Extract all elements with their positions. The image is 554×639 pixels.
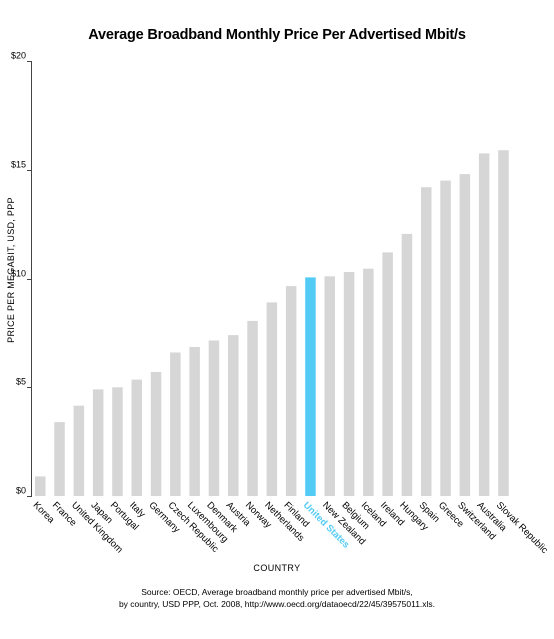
bar-slovak-republic	[498, 150, 509, 496]
bar-czech-republic	[170, 352, 181, 496]
bar-australia	[478, 153, 490, 496]
y-tick-label: $20	[11, 51, 26, 61]
x-axis-label: COUNTRY	[253, 563, 301, 573]
bar-spain	[421, 187, 432, 496]
chart-title: Average Broadband Monthly Price Per Adve…	[88, 27, 466, 43]
bar-iceland	[363, 268, 374, 496]
bar-hungary	[401, 233, 413, 496]
source-line-1: Source: OECD, Average broadband monthly …	[141, 587, 413, 597]
bar-portugal	[112, 387, 123, 497]
bar-belgium	[343, 272, 355, 496]
bar-austria	[228, 335, 239, 496]
bar-denmark	[208, 340, 220, 496]
bar-greece	[440, 180, 451, 496]
bar-switzerland	[459, 174, 471, 496]
y-tick-label: $10	[11, 269, 26, 279]
bar-italy	[131, 379, 142, 496]
bar-germany	[150, 372, 162, 496]
y-ticks-group: $0 $5 $10 $15 $20	[11, 51, 32, 497]
bar-luxembourg	[189, 347, 200, 496]
bar-new-zealand	[324, 276, 335, 496]
bar-netherlands	[266, 302, 278, 496]
bar-korea	[35, 476, 46, 496]
source-note: Source: OECD, Average broadband monthly …	[0, 586, 554, 610]
y-tick-label: $5	[16, 377, 26, 387]
bar-france	[54, 422, 65, 496]
bar-norway	[247, 320, 258, 496]
bar-united-kingdom	[73, 405, 85, 496]
bar-ireland	[382, 252, 393, 496]
source-line-2: by country, USD PPP, Oct. 2008, http://w…	[118, 599, 436, 609]
bars-group	[35, 150, 509, 497]
bar-finland	[285, 286, 297, 496]
y-tick-label: $0	[16, 486, 26, 496]
bar-japan	[92, 389, 104, 496]
y-tick-label: $15	[11, 160, 26, 170]
bar-united-states	[305, 277, 316, 496]
